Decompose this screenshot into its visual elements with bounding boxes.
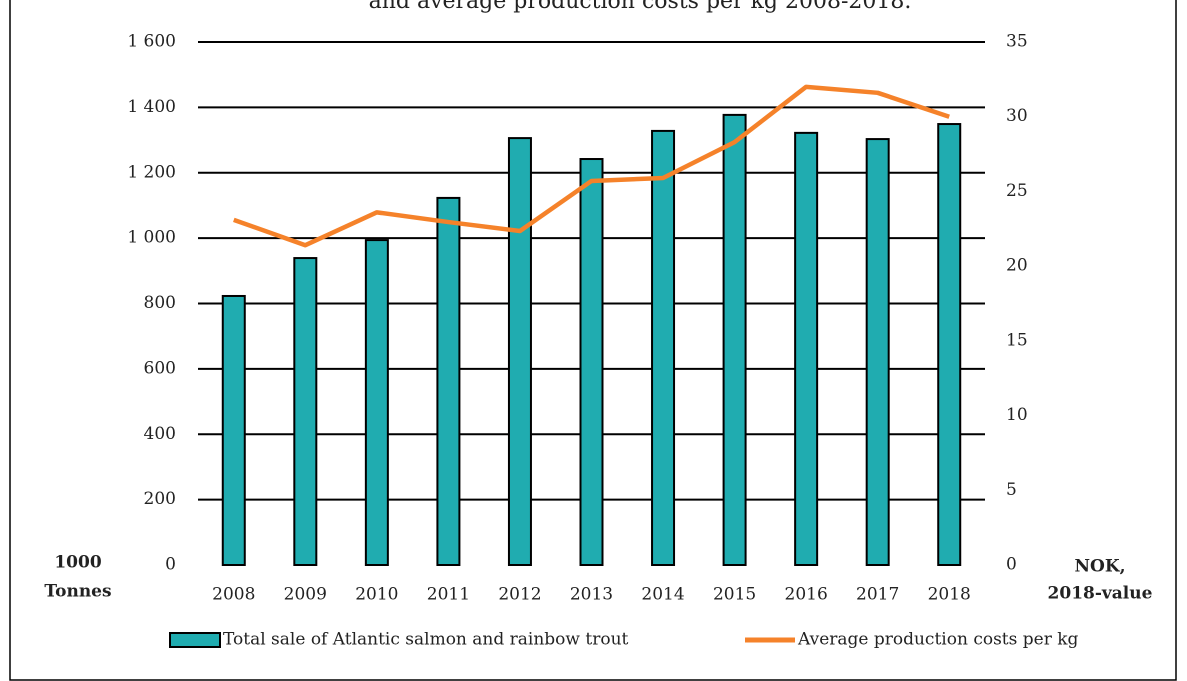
x-tick-label: 2017 xyxy=(856,585,899,605)
y2-axis-label: NOK, xyxy=(1074,557,1125,577)
y-tick-label: 1 600 xyxy=(127,32,176,52)
bar xyxy=(579,158,604,567)
y-tick-label: 0 xyxy=(165,555,176,575)
x-tick-label: 2016 xyxy=(785,585,828,605)
y2-tick-label: 30 xyxy=(1006,106,1028,126)
bar xyxy=(293,257,318,566)
bar xyxy=(436,196,461,566)
bar xyxy=(651,129,676,566)
x-tick-label: 2009 xyxy=(284,585,327,605)
legend-label: Total sale of Atlantic salmon and rainbo… xyxy=(223,630,629,650)
y-tick-label: 1 200 xyxy=(127,162,176,182)
x-tick-label: 2018 xyxy=(928,585,971,605)
y2-axis-label: 2018-value xyxy=(1048,584,1153,604)
bar xyxy=(507,137,532,566)
bar xyxy=(865,138,890,566)
y-tick-label: 600 xyxy=(144,358,176,378)
frame xyxy=(9,0,1177,681)
x-tick-label: 2008 xyxy=(212,585,255,605)
bar xyxy=(794,131,819,566)
y-tick-label: 400 xyxy=(144,424,176,444)
y-tick-label: 1 400 xyxy=(127,97,176,117)
bar xyxy=(364,239,389,566)
y-axis-label: Tonnes xyxy=(44,582,111,602)
y-axis-label: 1000 xyxy=(54,553,101,573)
y2-tick-label: 0 xyxy=(1006,555,1017,575)
x-tick-label: 2012 xyxy=(498,585,541,605)
x-tick-label: 2013 xyxy=(570,585,613,605)
bar xyxy=(221,294,246,566)
line xyxy=(233,84,950,248)
y2-tick-label: 15 xyxy=(1006,330,1028,350)
y-tick-label: 800 xyxy=(144,293,176,313)
bar xyxy=(722,113,747,566)
x-tick-label: 2011 xyxy=(427,585,470,605)
y2-tick-label: 10 xyxy=(1006,405,1028,425)
y-tick-label: 200 xyxy=(144,489,176,509)
y2-tick-label: 35 xyxy=(1006,32,1028,52)
bar xyxy=(937,123,962,566)
y2-tick-label: 25 xyxy=(1006,181,1028,201)
x-tick-label: 2015 xyxy=(713,585,756,605)
y2-tick-label: 5 xyxy=(1006,480,1017,500)
chart-title: and average production costs per kg 2008… xyxy=(369,0,912,14)
y-tick-label: 1 000 xyxy=(127,228,176,248)
legend-swatch xyxy=(169,632,221,648)
x-tick-label: 2010 xyxy=(355,585,398,605)
y2-tick-label: 20 xyxy=(1006,256,1028,276)
x-tick-label: 2014 xyxy=(641,585,684,605)
legend-label: Average production costs per kg xyxy=(797,630,1079,650)
